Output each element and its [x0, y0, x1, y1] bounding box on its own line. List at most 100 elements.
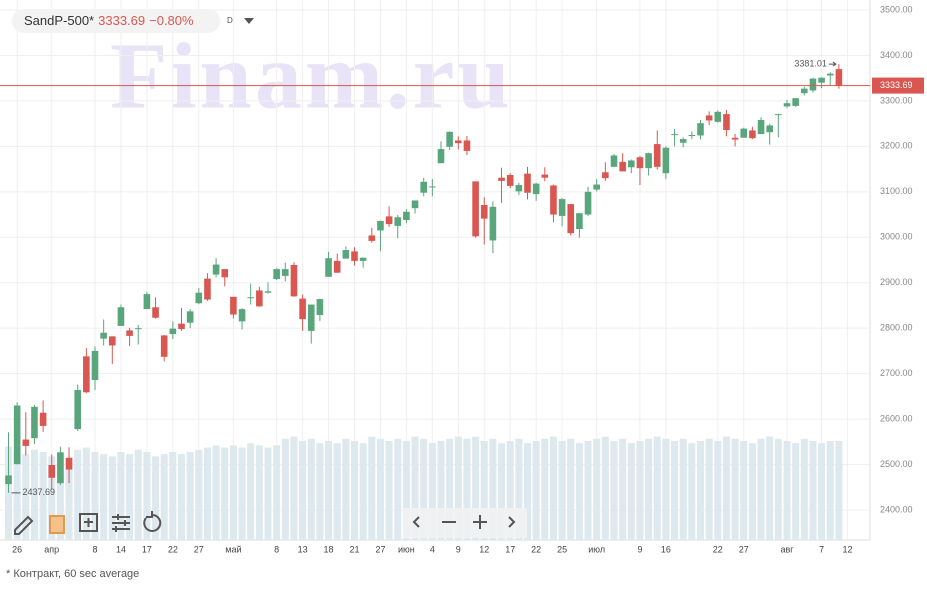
candle-body [65, 457, 73, 470]
volume-bar [264, 447, 272, 540]
x-tick-label: 4 [430, 544, 435, 554]
candle-body [463, 140, 471, 151]
add-indicator-plus [84, 518, 93, 527]
candle-body [671, 134, 678, 136]
volume-bar [134, 449, 142, 540]
volume-bar [714, 441, 722, 540]
volume-bar [100, 454, 108, 540]
volume-bar [143, 452, 151, 540]
volume-bar [705, 438, 713, 540]
candle-body [766, 125, 773, 133]
interval[interactable]: D [227, 16, 233, 25]
volume-bar [307, 438, 315, 540]
nav-right[interactable] [508, 516, 516, 528]
volume-bar [203, 447, 211, 540]
candle-body [403, 211, 410, 220]
candle-body [731, 137, 739, 140]
volume-bar [385, 441, 393, 540]
nav-left[interactable] [412, 516, 420, 528]
volume-bar [411, 436, 419, 540]
volume-bar [117, 452, 125, 540]
x-tick-label: 9 [637, 544, 642, 554]
volume-bar [91, 452, 99, 540]
reset-tool[interactable] [143, 511, 162, 532]
candle-body [178, 323, 185, 330]
volume-bar [152, 456, 160, 540]
volume-bar [835, 441, 843, 540]
volume-bar [428, 443, 436, 540]
x-tick-label: 8 [92, 544, 97, 554]
last-price: 3333.69 [98, 13, 145, 28]
candle-body [299, 298, 306, 320]
volume-bar [463, 438, 471, 540]
add-indicator[interactable] [79, 513, 98, 532]
volume-bar [238, 447, 246, 540]
x-tick-label: 25 [557, 544, 567, 554]
volume-bar [316, 443, 324, 540]
x-tick-label: 27 [739, 544, 749, 554]
x-tick-label: июн [398, 544, 415, 554]
volume-bar [584, 441, 592, 540]
x-tick-label: 17 [505, 544, 515, 554]
volume-bar [56, 454, 64, 540]
x-tick-label: 14 [116, 544, 126, 554]
volume-bar [627, 443, 635, 540]
candle-body [48, 465, 56, 478]
volume-bar [22, 454, 30, 540]
interval-dropdown[interactable] [244, 18, 254, 24]
volume-bar [800, 438, 808, 540]
volume-bar [325, 441, 333, 540]
notes-tool[interactable] [49, 515, 65, 534]
candle-body [256, 290, 263, 307]
candle-body [584, 191, 592, 215]
volume-bar [541, 438, 549, 540]
settings-tool[interactable] [112, 514, 130, 532]
candle-body [506, 175, 514, 186]
last-price-box [872, 77, 924, 94]
candle-body [749, 130, 756, 139]
y-tick-label: 3200.00 [880, 141, 913, 151]
last-price-label: 3333.69 [880, 80, 913, 90]
candle-body [126, 330, 133, 336]
candle-body [429, 186, 436, 188]
candle-body [333, 260, 341, 273]
candle-body [377, 220, 384, 231]
volume-bar [774, 438, 782, 540]
high-marker-label: 3381.01 [794, 58, 827, 68]
candle-body [593, 184, 600, 190]
candle-body [247, 297, 254, 299]
zoom-in[interactable] [473, 515, 487, 529]
volume-bar [524, 443, 531, 540]
volume-bar [619, 438, 627, 540]
candle-body [195, 292, 203, 304]
candle-body [610, 155, 618, 167]
candle-body [636, 157, 644, 169]
volume-bar [506, 441, 514, 540]
candle-body [74, 390, 81, 430]
candle-body [558, 199, 566, 216]
y-tick-label: 3000.00 [880, 232, 913, 242]
symbol: SandP-500* [24, 13, 94, 28]
chart: Finam.ru 2400.00 2500.00 2600.00 2700.00 280… [0, 0, 924, 554]
candle-body [628, 160, 635, 168]
volume-bar [818, 443, 826, 540]
volume-bar [480, 441, 488, 540]
candle-body [688, 135, 696, 136]
candle-body [498, 177, 505, 181]
candle-body [212, 264, 220, 275]
y-tick-label: 3300.00 [880, 95, 913, 105]
candle-body [238, 309, 246, 322]
candle-body [117, 307, 125, 326]
volume-bar [731, 438, 739, 540]
draw-tool[interactable] [14, 515, 34, 535]
candle-body [480, 205, 488, 219]
symbol-pill[interactable] [12, 9, 220, 33]
volume-bar [454, 436, 462, 540]
volume-bar [826, 441, 834, 540]
candle-body [342, 250, 350, 259]
high-marker-arrow [828, 61, 837, 67]
candle-body [230, 296, 237, 315]
x-tick-label: 9 [456, 544, 461, 554]
volume-bar [351, 441, 358, 540]
candle-body [550, 185, 557, 215]
